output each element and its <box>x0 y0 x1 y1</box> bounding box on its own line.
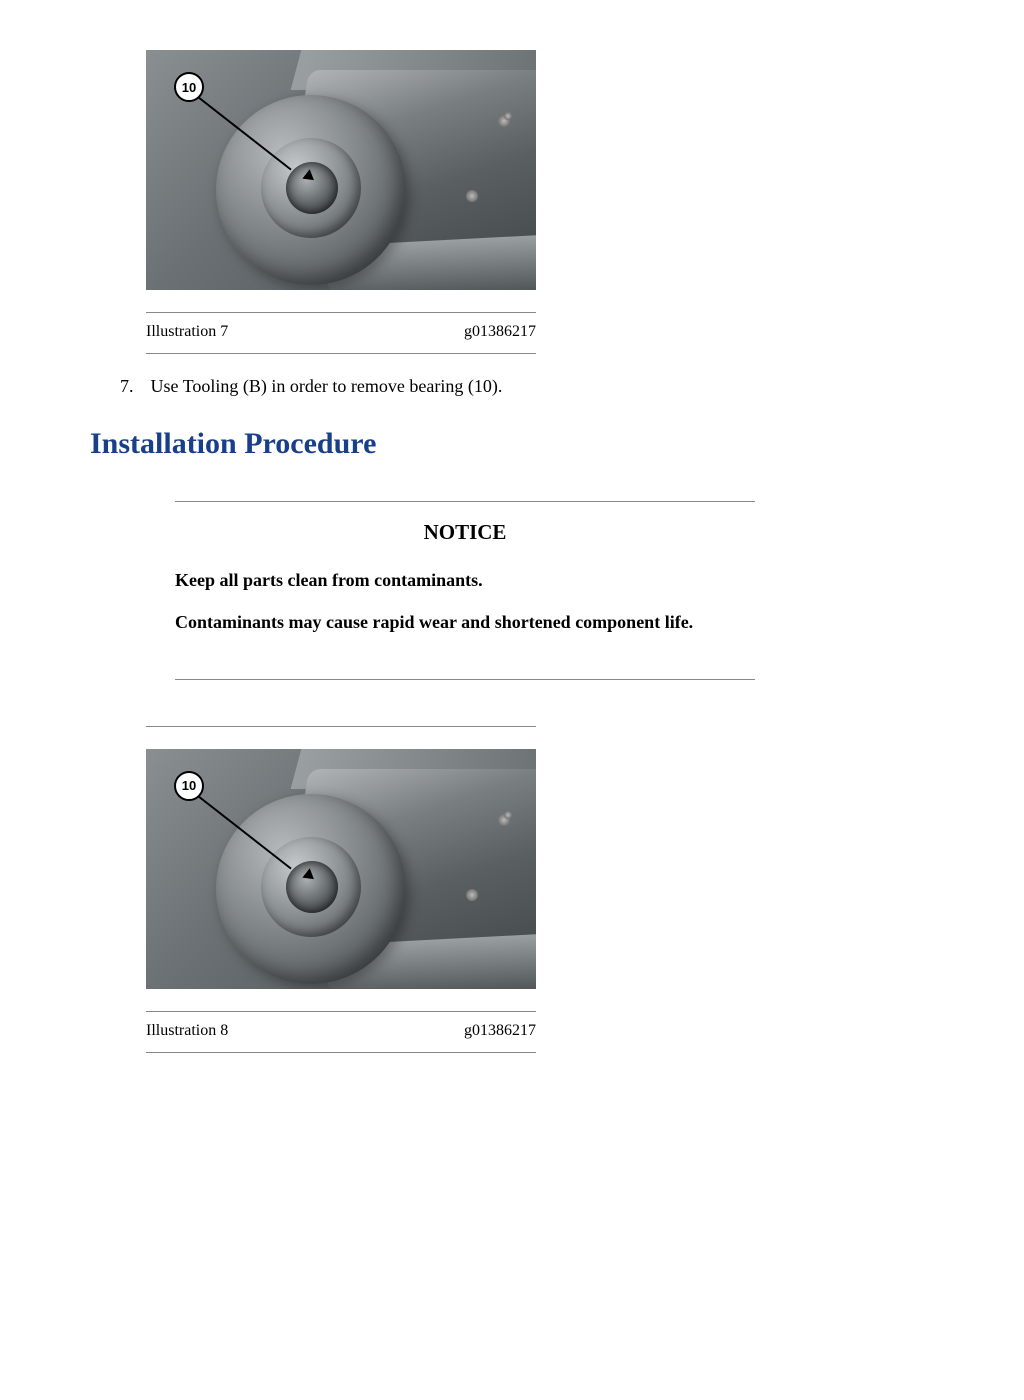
step-number: 7. <box>120 376 146 397</box>
step-7: 7. Use Tooling (B) in order to remove be… <box>120 376 934 397</box>
bolt-shape <box>504 811 512 819</box>
notice-line-1: Keep all parts clean from contaminants. <box>175 567 755 595</box>
graphic-id: g01386217 <box>464 1022 536 1040</box>
figure-7-block: 10 Illustration 7 g01386217 <box>146 50 536 354</box>
callout-bubble-10: 10 <box>174 771 204 801</box>
notice-block: NOTICE Keep all parts clean from contami… <box>175 501 755 680</box>
bearing-hole-shape <box>286 162 338 214</box>
figure-8-caption: Illustration 8 g01386217 <box>146 1011 536 1053</box>
graphic-id: g01386217 <box>464 323 536 341</box>
step-text: Use Tooling (B) in order to remove beari… <box>151 376 503 396</box>
figure-7-image: 10 <box>146 50 536 290</box>
notice-line-2: Contaminants may cause rapid wear and sh… <box>175 609 755 637</box>
bolt-shape <box>466 889 478 901</box>
illustration-label: Illustration 7 <box>146 323 228 341</box>
figure-top-rule <box>146 726 536 727</box>
section-heading-installation: Installation Procedure <box>90 427 934 461</box>
bolt-shape <box>504 112 512 120</box>
figure-8-block: 10 Illustration 8 g01386217 <box>146 726 536 1053</box>
figure-8-image: 10 <box>146 749 536 989</box>
callout-bubble-10: 10 <box>174 72 204 102</box>
illustration-label: Illustration 8 <box>146 1022 228 1040</box>
figure-7-caption: Illustration 7 g01386217 <box>146 312 536 354</box>
bearing-hole-shape <box>286 861 338 913</box>
bolt-shape <box>466 190 478 202</box>
notice-title: NOTICE <box>175 520 755 545</box>
